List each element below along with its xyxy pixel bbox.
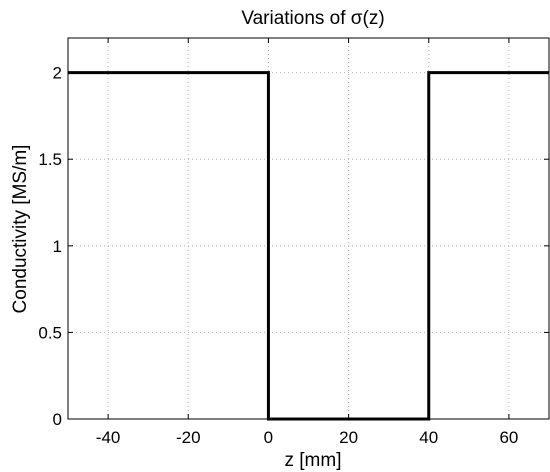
x-tick-label: 40 (419, 428, 438, 447)
y-tick-label: 1.5 (38, 150, 62, 169)
x-axis-title: z [mm] (285, 450, 342, 471)
y-tick-label: 1 (53, 237, 62, 256)
x-tick-label: -20 (176, 428, 201, 447)
x-tick-labels: -40 -20 0 20 40 60 (96, 428, 519, 447)
y-tick-label: 0.5 (38, 323, 62, 342)
ticks (68, 38, 549, 420)
y-axis-title: Conductivity [MS/m] (10, 145, 31, 314)
x-tick-label: -40 (96, 428, 121, 447)
chart-title: Variations of σ(z) (241, 8, 384, 29)
x-tick-label: 0 (264, 428, 273, 447)
y-tick-labels: 0 0.5 1 1.5 2 (38, 64, 62, 429)
x-tick-label: 60 (499, 428, 518, 447)
plot-area (68, 38, 549, 419)
y-tick-label: 2 (53, 64, 62, 83)
y-tick-label: 0 (53, 410, 62, 429)
x-tick-label: 20 (339, 428, 358, 447)
plot-border (67, 37, 550, 420)
